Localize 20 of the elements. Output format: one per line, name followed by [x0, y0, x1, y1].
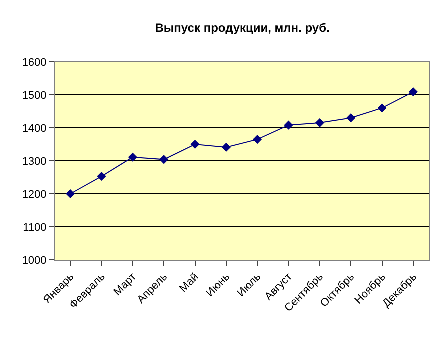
point — [253, 135, 262, 144]
point — [66, 189, 76, 199]
y-tick-label: 1600 — [22, 56, 47, 69]
point — [284, 120, 294, 130]
chart-title: Выпуск продукции, млн. руб. — [155, 21, 330, 36]
y-tick-label: 1300 — [22, 156, 47, 168]
point — [222, 142, 231, 152]
point — [160, 155, 169, 164]
point — [346, 114, 356, 123]
point — [408, 87, 418, 97]
point — [378, 104, 387, 113]
y-tick-label: 1400 — [22, 122, 47, 135]
y-tick-label: 1100 — [23, 222, 47, 234]
y-tick-label: 1500 — [22, 90, 47, 102]
y-tick-label: 1200 — [22, 188, 47, 201]
point — [190, 140, 200, 150]
y-tick-label: 1000 — [22, 254, 47, 267]
point — [315, 118, 324, 128]
point — [128, 152, 138, 162]
point — [97, 172, 106, 182]
